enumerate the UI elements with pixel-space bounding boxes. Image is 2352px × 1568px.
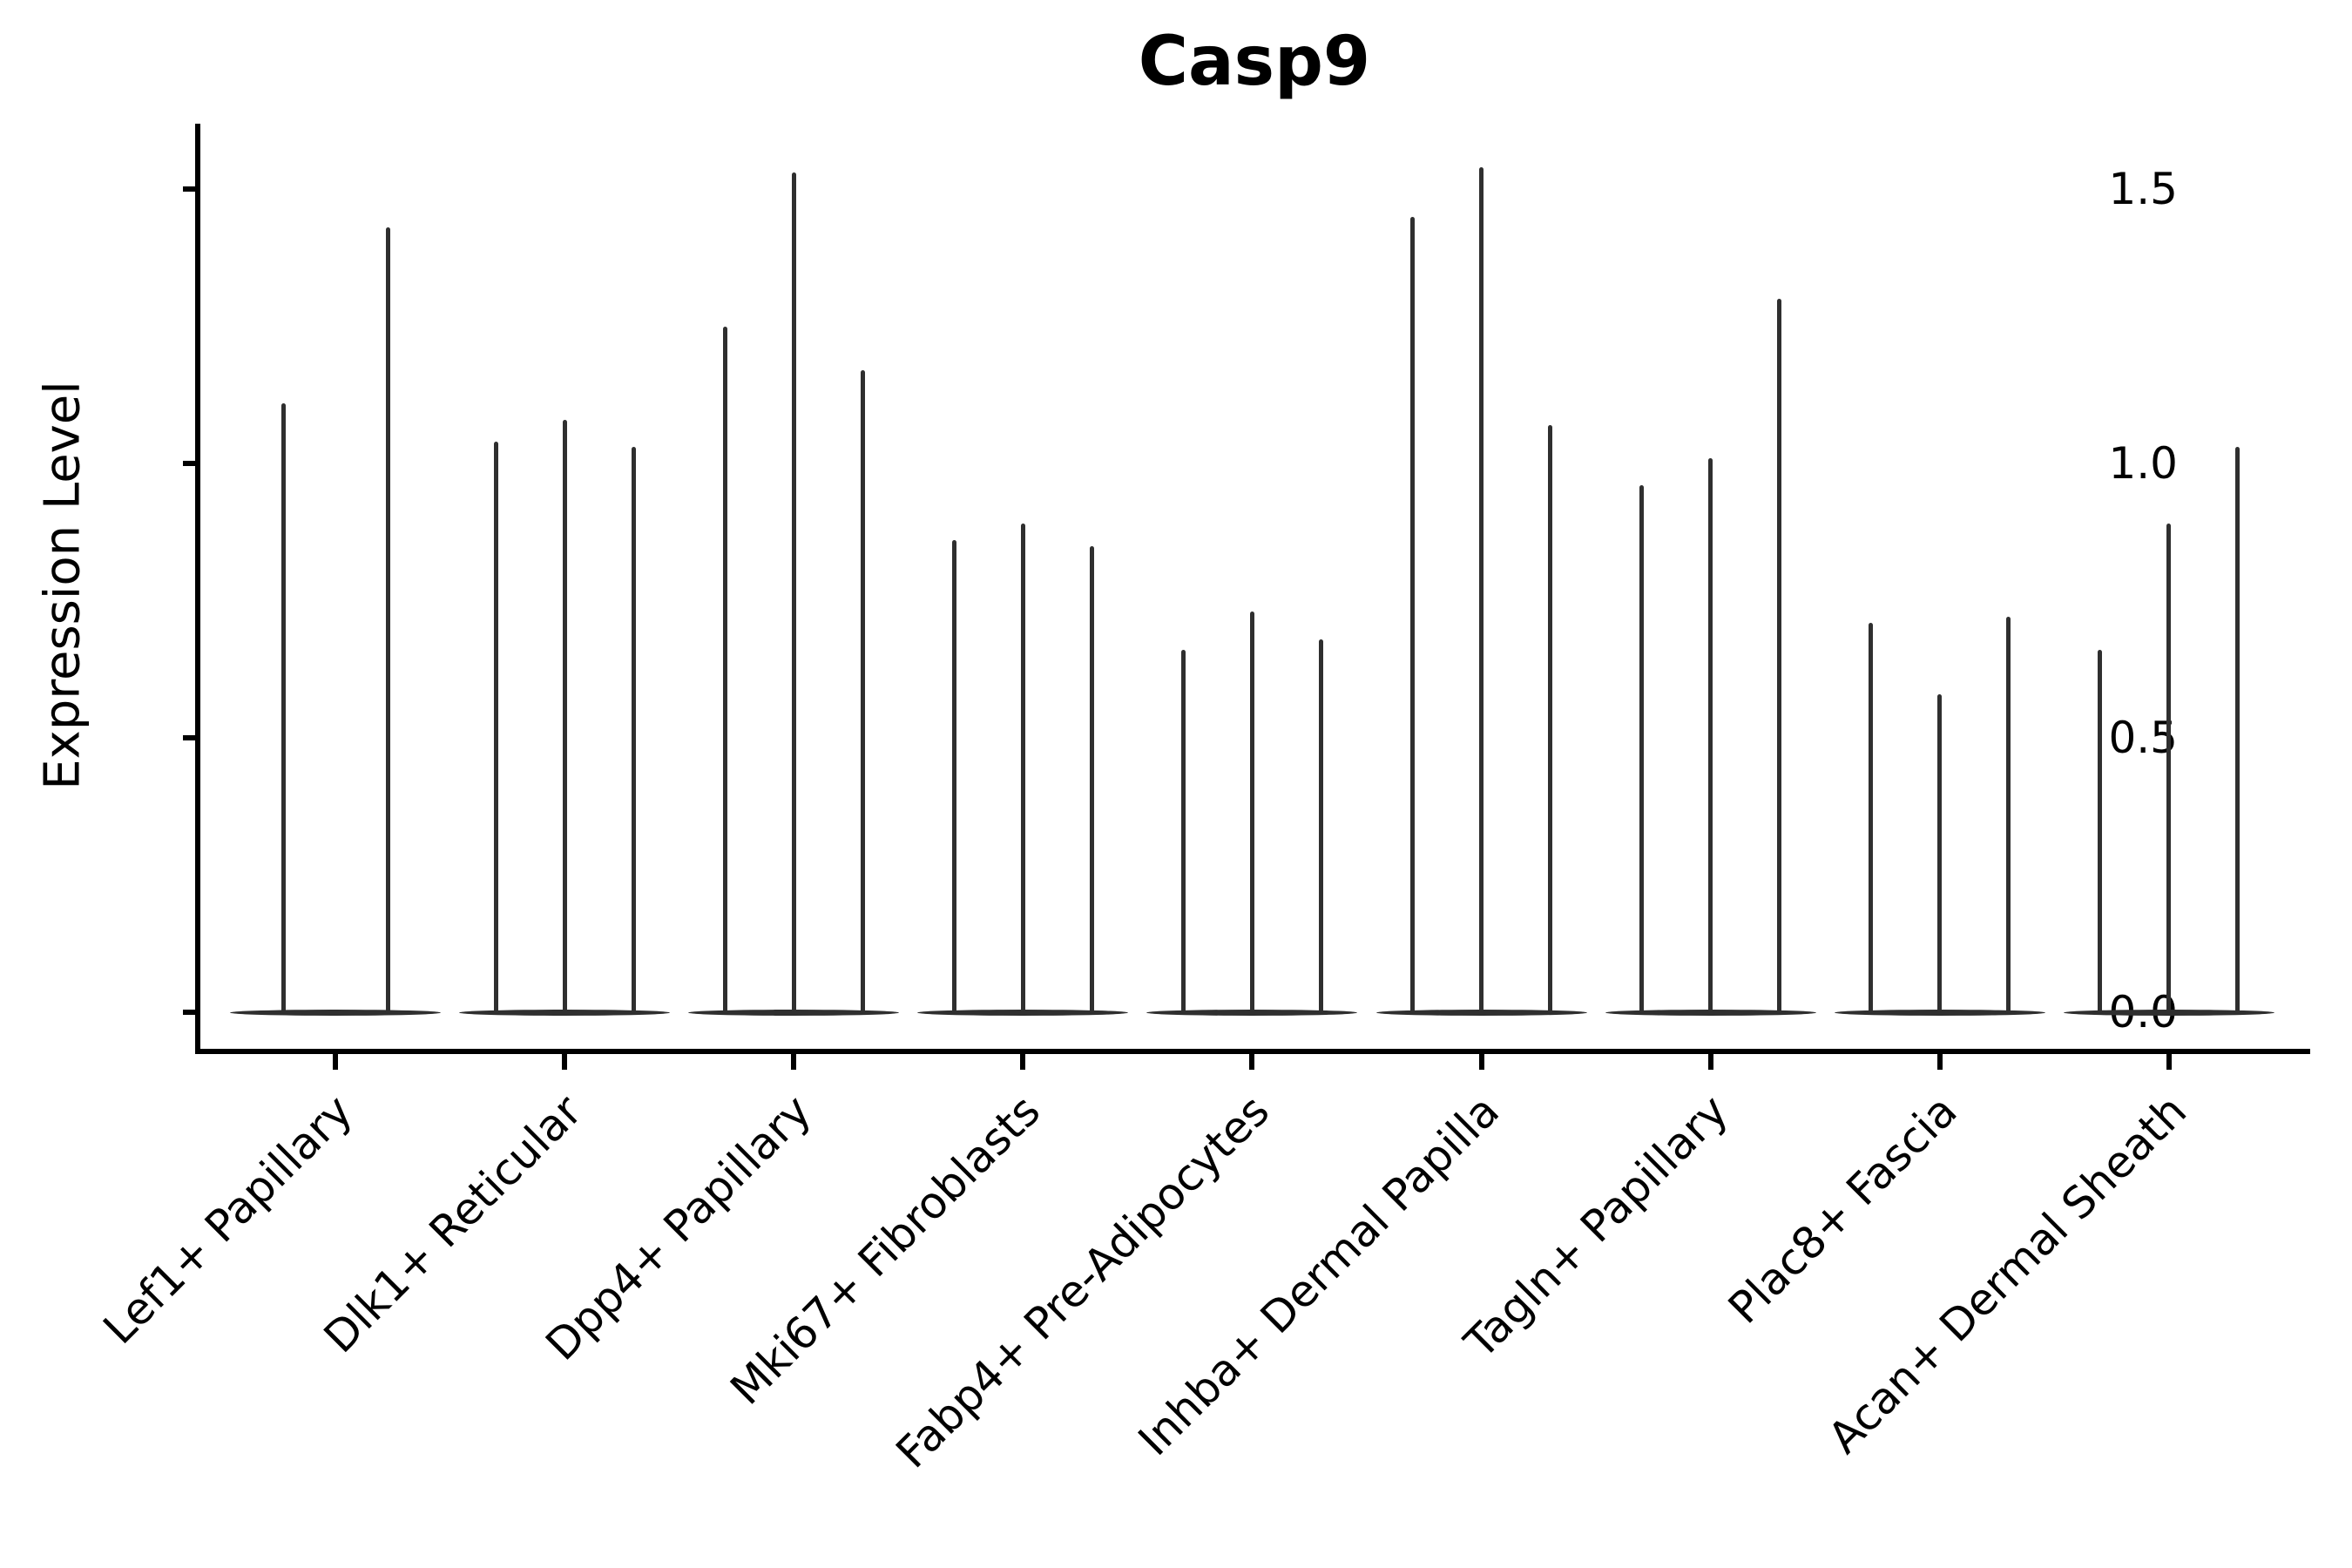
violin-base bbox=[917, 1010, 1129, 1016]
violin-spike bbox=[1020, 524, 1025, 1012]
violin-base bbox=[688, 1010, 900, 1016]
violin-spike bbox=[1410, 216, 1415, 1012]
x-axis-label: Plac8+ Fascia bbox=[1718, 1085, 1967, 1334]
violin-spike bbox=[1089, 545, 1094, 1012]
x-tick bbox=[333, 1054, 338, 1070]
violin-spike bbox=[1639, 485, 1645, 1012]
violin-spike bbox=[562, 419, 567, 1012]
violin-spike bbox=[2235, 447, 2240, 1012]
y-tick bbox=[183, 735, 195, 740]
violin-base bbox=[1605, 1010, 1816, 1016]
y-tick bbox=[183, 461, 195, 466]
x-axis-label: Fabp4+ Pre-Adipocytes bbox=[886, 1085, 1280, 1478]
violin-base bbox=[2063, 1010, 2274, 1016]
x-tick bbox=[1478, 1054, 1484, 1070]
violin-spike bbox=[1869, 622, 1874, 1012]
violin-spike bbox=[2166, 524, 2172, 1012]
violin-spike bbox=[631, 447, 636, 1012]
violin-spike bbox=[860, 369, 865, 1012]
x-axis-line bbox=[195, 1049, 2310, 1054]
violin-base bbox=[230, 1010, 441, 1016]
x-tick bbox=[1020, 1054, 1026, 1070]
violin-spike bbox=[722, 326, 727, 1012]
violin-spike bbox=[493, 441, 498, 1012]
violin-spike bbox=[791, 172, 796, 1012]
violin-base bbox=[1146, 1010, 1358, 1016]
y-tick-label: 1.0 bbox=[2108, 438, 2178, 489]
chart-title: Casp9 bbox=[1138, 23, 1371, 101]
violin-spike bbox=[1180, 650, 1186, 1012]
violin-spike bbox=[951, 540, 956, 1012]
violin-spike bbox=[1777, 299, 1782, 1012]
y-tick bbox=[183, 1010, 195, 1015]
violin-base bbox=[459, 1010, 671, 1016]
violin-spike bbox=[2098, 650, 2103, 1012]
y-axis-line bbox=[195, 124, 200, 1054]
violin-spike bbox=[1318, 639, 1323, 1012]
violin-spike bbox=[1708, 457, 1713, 1012]
x-tick bbox=[1707, 1054, 1713, 1070]
y-tick bbox=[183, 186, 195, 192]
violin-base bbox=[1834, 1010, 2045, 1016]
violin-spike bbox=[1548, 424, 1552, 1012]
violin-spike bbox=[1479, 166, 1484, 1012]
violin-base bbox=[1375, 1010, 1587, 1016]
y-axis-label: Expression Level bbox=[34, 381, 91, 790]
x-tick bbox=[791, 1054, 797, 1070]
x-axis-label: Lef1+ Papillary bbox=[93, 1085, 363, 1355]
violin-spike bbox=[2006, 617, 2011, 1012]
violin-spike bbox=[1249, 612, 1254, 1012]
y-tick-label: 0.5 bbox=[2108, 713, 2178, 763]
x-tick bbox=[1936, 1054, 1943, 1070]
x-tick bbox=[1249, 1054, 1255, 1070]
y-tick-label: 1.5 bbox=[2108, 164, 2178, 214]
x-tick bbox=[2166, 1054, 2172, 1070]
violin-spike bbox=[1937, 693, 1943, 1012]
violin-spike bbox=[280, 402, 286, 1012]
x-tick bbox=[562, 1054, 568, 1070]
violin-spike bbox=[385, 227, 390, 1012]
